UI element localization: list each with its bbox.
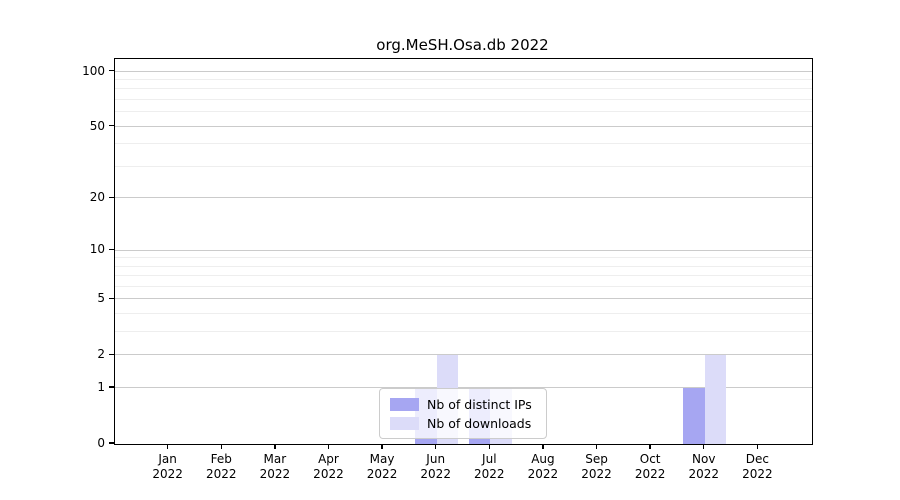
x-tick-mark: [488, 444, 490, 450]
major-gridline: [115, 354, 812, 356]
y-tick-label: 2: [97, 347, 105, 362]
distinct-ips-swatch: [390, 398, 419, 411]
major-gridline: [115, 70, 812, 72]
major-gridline: [115, 197, 812, 199]
x-tick-label-year: 2022: [527, 467, 559, 481]
x-tick-mark: [756, 444, 759, 450]
y-tick-mark: [109, 196, 114, 198]
plot-area: Nb of distinct IPs Nb of downloads: [114, 58, 813, 445]
minor-gridline: [115, 313, 812, 315]
x-tick-mark: [381, 444, 383, 450]
minor-gridline: [115, 78, 812, 80]
y-tick-label: 100: [82, 63, 105, 78]
x-tick-mark: [542, 444, 544, 450]
x-tick-label: Feb 2022: [205, 452, 237, 481]
legend-label-downloads: Nb of downloads: [427, 416, 532, 431]
x-tick-label: Dec 2022: [742, 452, 773, 481]
x-tick-label: Oct 2022: [634, 452, 666, 481]
x-tick-mark: [649, 444, 651, 450]
bar-distinct-ips-nov: [683, 388, 705, 444]
minor-gridline: [115, 285, 812, 287]
y-tick-label: 10: [89, 242, 105, 257]
x-tick-label-year: 2022: [205, 467, 237, 481]
legend-item-distinct-ips: Nb of distinct IPs: [390, 396, 537, 413]
x-tick-label-year: 2022: [634, 467, 666, 481]
x-tick-mark: [166, 444, 169, 450]
minor-gridline: [115, 265, 812, 267]
x-tick-label-year: 2022: [474, 467, 505, 481]
x-tick-label: Jun 2022: [420, 452, 451, 481]
x-tick-label-year: 2022: [152, 467, 183, 481]
minor-gridline: [115, 331, 812, 333]
y-tick-label: 5: [97, 291, 105, 306]
major-gridline: [115, 387, 812, 389]
x-tick-mark: [595, 444, 598, 450]
x-tick-label: Apr 2022: [313, 452, 344, 481]
minor-gridline: [115, 165, 812, 167]
major-gridline: [115, 298, 812, 300]
x-tick-mark: [703, 444, 705, 450]
downloads-swatch: [390, 417, 419, 430]
major-gridline: [115, 125, 812, 127]
x-tick-label: Aug 2022: [527, 452, 559, 481]
y-tick-mark: [109, 353, 114, 356]
x-tick-mark: [220, 444, 222, 450]
y-tick-mark: [109, 386, 114, 388]
minor-gridline: [115, 99, 812, 100]
y-tick-mark: [109, 69, 114, 72]
y-tick-label: 50: [89, 118, 105, 133]
x-tick-mark: [434, 444, 437, 450]
y-tick-mark: [109, 124, 114, 127]
x-tick-label: Mar 2022: [259, 452, 291, 481]
x-tick-label: Jul 2022: [474, 452, 505, 481]
minor-gridline: [115, 275, 812, 277]
x-tick-label-year: 2022: [581, 467, 612, 481]
x-tick-mark: [327, 444, 330, 450]
minor-gridline: [115, 257, 812, 259]
x-tick-label-year: 2022: [313, 467, 344, 481]
minor-gridline: [115, 111, 812, 113]
legend-label-distinct-ips: Nb of distinct IPs: [427, 397, 532, 412]
x-tick-label-year: 2022: [742, 467, 773, 481]
y-tick-label: 0: [97, 436, 105, 450]
y-tick-mark: [109, 248, 114, 251]
y-tick-label: 1: [97, 380, 105, 395]
x-tick-label: May 2022: [366, 452, 398, 481]
y-tick-mark: [109, 297, 114, 300]
minor-gridline: [115, 88, 812, 90]
x-tick-mark: [274, 444, 276, 450]
x-tick-label-year: 2022: [366, 467, 398, 481]
bar-downloads-nov: [704, 355, 727, 444]
x-tick-label-year: 2022: [259, 467, 291, 481]
x-tick-label-year: 2022: [420, 467, 451, 481]
x-tick-label: Nov 2022: [688, 452, 720, 481]
major-gridline: [115, 249, 812, 251]
y-tick-mark: [109, 442, 114, 444]
legend: Nb of distinct IPs Nb of downloads: [379, 388, 547, 439]
x-tick-label: Sep 2022: [581, 452, 612, 481]
y-tick-label: 20: [89, 190, 105, 205]
minor-gridline: [115, 143, 812, 145]
x-tick-label-year: 2022: [688, 467, 720, 481]
legend-item-downloads: Nb of downloads: [390, 415, 537, 432]
chart-title: org.MeSH.Osa.db 2022: [376, 36, 549, 54]
x-tick-label: Jan 2022: [152, 452, 183, 481]
